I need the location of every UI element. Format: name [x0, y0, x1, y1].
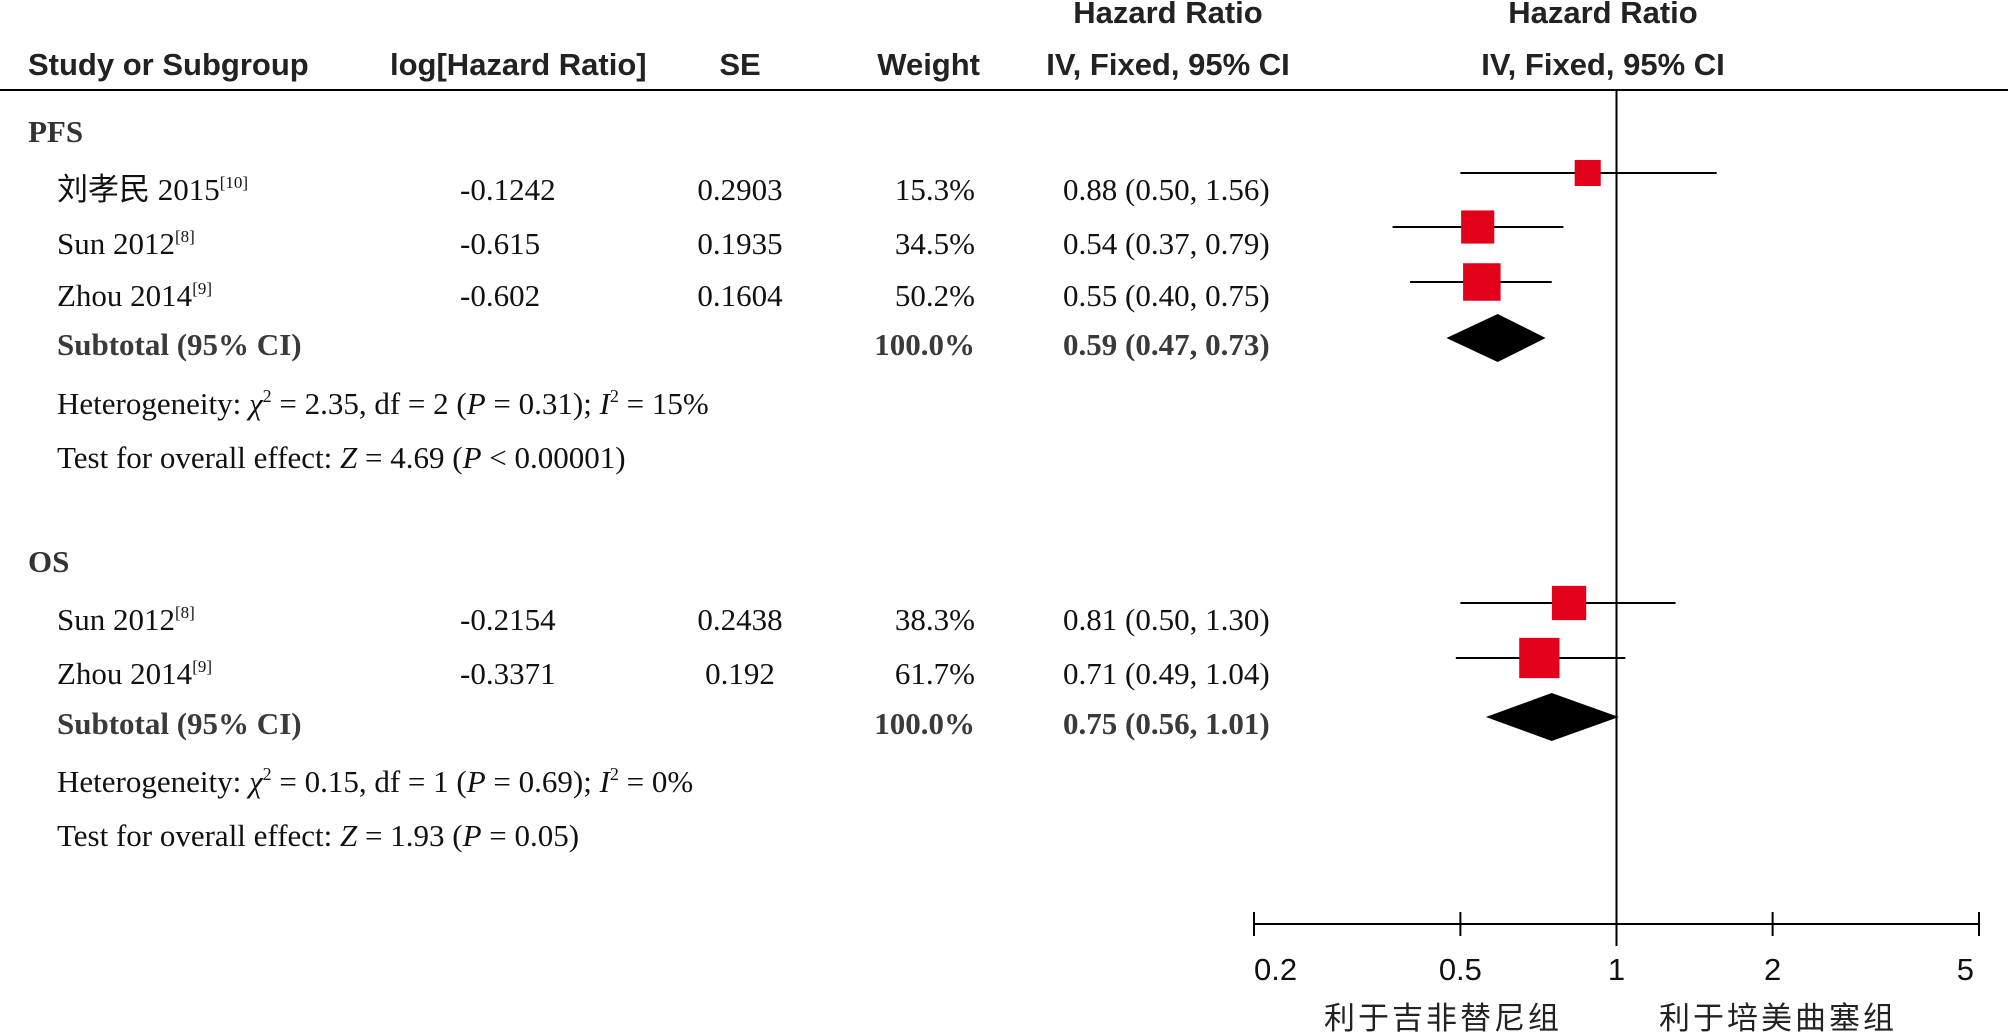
study-marker	[1551, 585, 1587, 621]
study-marker	[1519, 637, 1560, 679]
table-header: Study or Subgroup log[Hazard Ratio] SE W…	[0, 0, 2008, 91]
study-log-hr: -0.2154	[460, 602, 556, 637]
subgroup-pfs: PFS 刘孝民 2015[10] -0.1242 0.2903 15.3% 0.…	[28, 114, 1270, 475]
overall-effect-stat: Test for overall effect: Z = 1.93 (P = 0…	[57, 818, 579, 853]
subtotal-weight: 100.0%	[874, 706, 975, 741]
subtotal-label: Subtotal (95% CI)	[57, 327, 302, 362]
study-marker	[1574, 159, 1601, 187]
study-se: 0.1604	[697, 278, 783, 313]
study-weight: 61.7%	[895, 656, 975, 691]
study-name: Sun 2012[8]	[57, 226, 195, 261]
x-tick-label: 2	[1764, 952, 1781, 987]
header-hr-method: IV, Fixed, 95% CI	[1046, 47, 1290, 82]
x-tick-label: 0.5	[1439, 952, 1482, 987]
x-tick-label: 5	[1957, 952, 1974, 987]
study-se: 0.2903	[697, 172, 782, 207]
subtotal-row: Subtotal (95% CI) 100.0% 0.59 (0.47, 0.7…	[57, 327, 1270, 362]
subgroup-os: OS Sun 2012[8] -0.2154 0.2438 38.3% 0.81…	[28, 544, 1270, 853]
study-name: 刘孝民 2015[10]	[57, 172, 248, 207]
subtotal-row: Subtotal (95% CI) 100.0% 0.75 (0.56, 1.0…	[57, 706, 1270, 741]
study-log-hr: -0.3371	[460, 656, 556, 691]
study-ci: 0.81 (0.50, 1.30)	[1063, 602, 1270, 637]
subtotal-ci: 0.75 (0.56, 1.01)	[1063, 706, 1270, 741]
subgroup-title: PFS	[28, 114, 83, 149]
header-hr-title: Hazard Ratio	[1073, 0, 1262, 30]
subtotal-label: Subtotal (95% CI)	[57, 706, 302, 741]
overall-effect-stat: Test for overall effect: Z = 4.69 (P < 0…	[57, 440, 626, 475]
study-row: Sun 2012[8] -0.615 0.1935 34.5% 0.54 (0.…	[57, 226, 1270, 261]
header-log-hr: log[Hazard Ratio]	[390, 47, 647, 82]
subgroup-title: OS	[28, 544, 69, 579]
header-plot-method: IV, Fixed, 95% CI	[1481, 47, 1725, 82]
study-log-hr: -0.602	[460, 278, 540, 313]
study-log-hr: -0.1242	[460, 172, 556, 207]
study-weight: 15.3%	[895, 172, 975, 207]
study-ci: 0.71 (0.49, 1.04)	[1063, 656, 1270, 691]
study-marker	[1463, 263, 1501, 301]
subtotal-diamond	[1485, 693, 1619, 741]
header-study: Study or Subgroup	[28, 47, 309, 82]
x-tick-label: 0.2	[1254, 952, 1297, 987]
study-ci: 0.88 (0.50, 1.56)	[1063, 172, 1270, 207]
heterogeneity-stat: Heterogeneity: χ2 = 0.15, df = 1 (P = 0.…	[57, 764, 693, 799]
study-marker	[1461, 210, 1495, 244]
study-row: Sun 2012[8] -0.2154 0.2438 38.3% 0.81 (0…	[57, 602, 1270, 637]
header-weight: Weight	[877, 47, 980, 82]
study-log-hr: -0.615	[460, 226, 540, 261]
subtotal-diamond	[1446, 314, 1546, 362]
study-weight: 34.5%	[895, 226, 975, 261]
favours-left-label: 利于吉非替尼组	[1324, 1001, 1562, 1034]
study-ci: 0.55 (0.40, 0.75)	[1063, 278, 1270, 313]
study-name: Zhou 2014[9]	[57, 278, 212, 313]
study-row: Zhou 2014[9] -0.3371 0.192 61.7% 0.71 (0…	[57, 656, 1270, 691]
header-se: SE	[719, 47, 760, 82]
study-name: Zhou 2014[9]	[57, 656, 212, 691]
header-plot-title: Hazard Ratio	[1508, 0, 1697, 30]
study-name: Sun 2012[8]	[57, 602, 195, 637]
subtotal-weight: 100.0%	[874, 327, 975, 362]
study-se: 0.192	[705, 656, 775, 691]
study-weight: 50.2%	[895, 278, 975, 313]
favours-right-label: 利于培美曲塞组	[1659, 1001, 1897, 1034]
x-tick-label: 1	[1608, 952, 1625, 987]
study-se: 0.2438	[697, 602, 782, 637]
study-weight: 38.3%	[895, 602, 975, 637]
study-se: 0.1935	[697, 226, 782, 261]
heterogeneity-stat: Heterogeneity: χ2 = 2.35, df = 2 (P = 0.…	[57, 386, 709, 421]
plot-area: 0.2 0.5 1 2 5	[1253, 90, 1980, 987]
subtotal-ci: 0.59 (0.47, 0.73)	[1063, 327, 1270, 362]
study-row: Zhou 2014[9] -0.602 0.1604 50.2% 0.55 (0…	[57, 278, 1270, 313]
study-ci: 0.54 (0.37, 0.79)	[1063, 226, 1270, 261]
study-row: 刘孝民 2015[10] -0.1242 0.2903 15.3% 0.88 (…	[57, 172, 1270, 207]
